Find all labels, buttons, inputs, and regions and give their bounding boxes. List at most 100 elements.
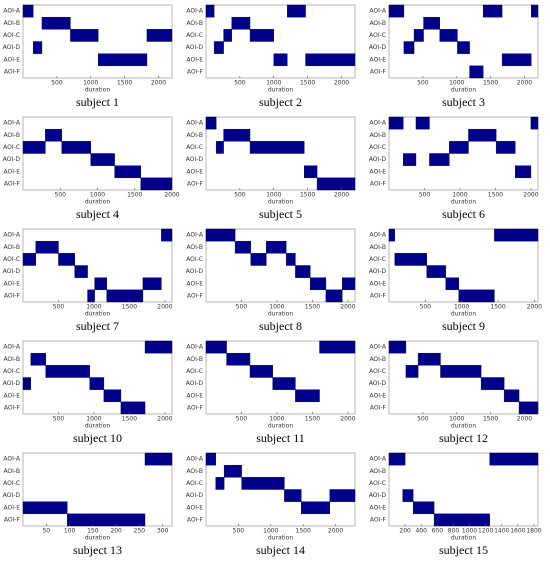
- x-axis-label: duration: [451, 199, 476, 206]
- x-tick-label: 250: [134, 528, 146, 535]
- aoi-interval: [518, 401, 539, 415]
- y-tick-label: AOI-C: [186, 480, 203, 487]
- x-tick-label: 1000: [449, 80, 464, 87]
- subplot-title: subject 6: [442, 207, 485, 221]
- aoi-interval: [30, 352, 46, 366]
- y-tick-label: AOI-A: [3, 8, 21, 15]
- y-tick-label: AOI-A: [369, 344, 387, 351]
- x-tick-label: 1000: [452, 192, 467, 199]
- aoi-interval: [494, 228, 539, 242]
- aoi-interval: [35, 240, 59, 254]
- aoi-interval: [429, 153, 450, 166]
- aoi-interval: [231, 16, 251, 30]
- x-tick-label: 1200: [478, 528, 493, 535]
- aoi-interval: [22, 4, 34, 18]
- aoi-interval: [426, 265, 446, 278]
- y-tick-label: AOI-E: [187, 168, 204, 175]
- aoi-interval: [266, 240, 287, 254]
- aoi-interval: [458, 289, 495, 303]
- aoi-interval: [515, 165, 532, 179]
- y-tick-label: AOI-D: [369, 380, 387, 387]
- y-tick-label: AOI-A: [369, 8, 387, 15]
- y-tick-label: AOI-C: [3, 480, 20, 487]
- y-tick-label: AOI-A: [3, 232, 21, 239]
- x-tick-label: 150: [87, 528, 99, 535]
- aoi-interval: [67, 513, 146, 527]
- aoi-interval: [482, 4, 503, 18]
- aoi-interval: [342, 277, 356, 291]
- y-tick-label: AOI-D: [369, 156, 387, 163]
- y-tick-label: AOI-A: [369, 232, 387, 239]
- aoi-interval: [457, 41, 470, 54]
- subplot-title: subject 4: [76, 207, 119, 221]
- x-tick-label: 500: [55, 192, 67, 199]
- x-axis-label: duration: [85, 535, 110, 542]
- y-tick-label: AOI-C: [369, 368, 386, 375]
- x-axis-label: duration: [451, 87, 476, 94]
- x-tick-label: 1000: [454, 304, 469, 311]
- x-axis-label: duration: [85, 423, 110, 430]
- plot-frame: [388, 116, 539, 191]
- y-tick-label: AOI-F: [4, 404, 21, 411]
- plot-frame: [205, 340, 356, 415]
- aoi-interval: [388, 228, 396, 242]
- x-axis-label: duration: [451, 311, 476, 318]
- x-tick-label: 1500: [305, 304, 320, 311]
- x-tick-label: 2000: [527, 304, 542, 311]
- x-axis-label: duration: [85, 87, 110, 94]
- x-tick-label: 1000: [86, 416, 101, 423]
- x-tick-label: 1000: [449, 416, 464, 423]
- y-tick-label: AOI-D: [186, 44, 204, 51]
- aoi-interval: [402, 153, 417, 166]
- y-tick-label: AOI-E: [370, 168, 387, 175]
- x-tick-label: 2000: [157, 416, 172, 423]
- x-tick-label: 600: [432, 528, 444, 535]
- x-tick-label: 500: [234, 192, 246, 199]
- y-tick-label: AOI-B: [3, 132, 20, 139]
- aoi-interval: [439, 29, 458, 42]
- x-tick-label: 1500: [122, 416, 137, 423]
- x-tick-label: 1000: [269, 416, 284, 423]
- y-tick-label: AOI-D: [186, 156, 204, 163]
- y-tick-label: AOI-A: [3, 344, 21, 351]
- aoi-interval: [32, 41, 43, 54]
- aoi-interval: [22, 141, 46, 154]
- aoi-interval: [388, 452, 406, 466]
- y-tick-label: AOI-D: [369, 268, 387, 275]
- subplot-title: subject 9: [442, 319, 485, 333]
- aoi-interval: [74, 265, 88, 278]
- y-tick-label: AOI-D: [3, 380, 21, 387]
- aoi-interval: [403, 41, 415, 54]
- aoi-interval: [423, 16, 440, 30]
- aoi-interval: [205, 452, 216, 466]
- aoi-interval: [241, 477, 285, 490]
- aoi-interval: [61, 141, 91, 154]
- y-tick-label: AOI-E: [4, 280, 21, 287]
- aoi-interval: [301, 501, 330, 515]
- y-tick-label: AOI-C: [186, 144, 203, 151]
- y-tick-label: AOI-F: [370, 292, 387, 299]
- x-tick-label: 500: [53, 304, 65, 311]
- y-tick-label: AOI-A: [3, 456, 21, 463]
- aoi-interval: [205, 116, 217, 130]
- plot-frame: [205, 116, 356, 191]
- y-tick-label: AOI-D: [186, 268, 204, 275]
- x-tick-label: 2000: [334, 192, 349, 199]
- aoi-interval: [223, 29, 232, 42]
- aoi-interval: [45, 365, 90, 378]
- x-axis-label: duration: [85, 199, 110, 206]
- aoi-interval: [226, 352, 251, 366]
- y-tick-label: AOI-D: [186, 380, 204, 387]
- subplot-title: subject 7: [76, 319, 119, 333]
- aoi-interval: [142, 277, 162, 291]
- aoi-interval: [223, 464, 242, 478]
- y-tick-label: AOI-F: [187, 404, 204, 411]
- aoi-interval: [412, 501, 435, 515]
- x-axis-label: duration: [268, 423, 293, 430]
- subplot-title: subject 10: [73, 431, 122, 445]
- aoi-interval: [97, 53, 148, 67]
- y-tick-label: AOI-F: [187, 68, 204, 75]
- aoi-interval: [234, 240, 251, 254]
- x-tick-label: 1500: [127, 192, 142, 199]
- y-tick-label: AOI-B: [186, 356, 203, 363]
